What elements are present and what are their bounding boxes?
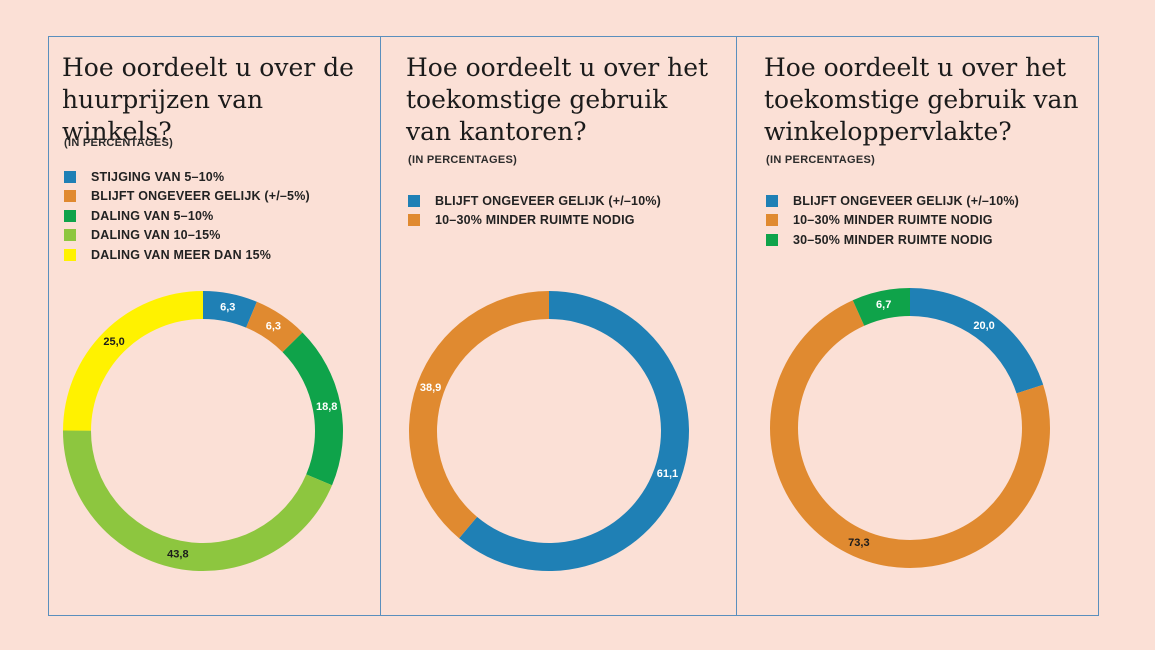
chart-subtitle: (IN PERCENTAGES): [766, 154, 876, 166]
donut-value-label: 6,7: [876, 299, 891, 311]
donut-segment: [63, 291, 203, 431]
legend-label: BLIJFT ONGEVEER GELIJK (+/–5%): [91, 189, 310, 204]
donut-value-label: 20,0: [973, 320, 994, 332]
donut-segment: [409, 291, 549, 539]
chart-title-line: toekomstige gebruik van: [764, 85, 1079, 114]
donut-segment: [910, 288, 1044, 394]
legend-item: BLIJFT ONGEVEER GELIJK (+/–10%): [408, 191, 661, 211]
legend-swatch: [766, 214, 778, 227]
legend-label: STIJGING VAN 5–10%: [91, 169, 225, 184]
legend-item: 30–50% MINDER RUIMTE NODIG: [766, 230, 1019, 250]
donut-value-label: 25,0: [103, 336, 124, 348]
donut-chart: 61,1 38,9: [409, 291, 689, 571]
legend-item: BLIJFT ONGEVEER GELIJK (+/–5%): [64, 187, 310, 207]
donut-value-label: 6,3: [266, 320, 281, 332]
donut-value-label: 18,8: [316, 401, 337, 413]
legend: STIJGING VAN 5–10% BLIJFT ONGEVEER GELIJ…: [64, 167, 310, 265]
legend-swatch: [64, 170, 76, 183]
legend-swatch: [408, 214, 420, 227]
legend-item: STIJGING VAN 5–10%: [64, 167, 310, 187]
donut-segment: [459, 291, 689, 571]
panel-kantoren: Hoe oordeelt u over het toekomstige gebr…: [381, 37, 736, 615]
donut-segment: [63, 430, 333, 571]
chart-subtitle: (IN PERCENTAGES): [64, 137, 174, 149]
panel-divider: [380, 37, 381, 615]
legend-label: DALING VAN 5–10%: [91, 208, 214, 223]
donut-value-label: 73,3: [848, 537, 869, 549]
chart-title-line: huurprijzen van winkels?: [62, 85, 264, 146]
legend-item: 10–30% MINDER RUIMTE NODIG: [408, 211, 661, 231]
legend-item: DALING VAN MEER DAN 15%: [64, 245, 310, 265]
donut-value-label: 43,8: [167, 548, 188, 560]
legend-swatch: [766, 194, 778, 207]
donut-chart: 6,3 6,3 18,8 43,8 25,0: [63, 291, 343, 571]
donut-value-label: 6,3: [220, 301, 235, 313]
donut-value-label: 38,9: [420, 382, 441, 394]
legend-label: 30–50% MINDER RUIMTE NODIG: [793, 232, 993, 247]
chart-title-line: Hoe oordeelt u over het: [764, 53, 1067, 82]
legend-label: 10–30% MINDER RUIMTE NODIG: [793, 213, 993, 228]
donut-value-label: 61,1: [657, 468, 678, 480]
legend-item: BLIJFT ONGEVEER GELIJK (+/–10%): [766, 191, 1019, 211]
chart-title-line: van kantoren?: [406, 117, 587, 146]
legend-item: DALING VAN 5–10%: [64, 206, 310, 226]
panel-divider: [736, 37, 737, 615]
legend: BLIJFT ONGEVEER GELIJK (+/–10%) 10–30% M…: [408, 191, 661, 230]
chart-title: Hoe oordeelt u over het toekomstige gebr…: [764, 52, 1079, 148]
legend: BLIJFT ONGEVEER GELIJK (+/–10%) 10–30% M…: [766, 191, 1019, 250]
legend-item: DALING VAN 10–15%: [64, 226, 310, 246]
panel-winkeloppervlakte: Hoe oordeelt u over het toekomstige gebr…: [737, 37, 1099, 615]
chart-title: Hoe oordeelt u over de huurprijzen van w…: [62, 52, 380, 148]
legend-swatch: [64, 209, 76, 222]
chart-title: Hoe oordeelt u over het toekomstige gebr…: [406, 52, 708, 148]
chart-title-line: toekomstige gebruik: [406, 85, 668, 114]
legend-swatch: [64, 248, 76, 261]
chart-title-line: Hoe oordeelt u over het: [406, 53, 709, 82]
legend-swatch: [408, 194, 420, 207]
legend-swatch: [766, 233, 778, 246]
chart-frame: Hoe oordeelt u over de huurprijzen van w…: [48, 36, 1099, 616]
donut-segment: [246, 301, 303, 353]
legend-swatch: [64, 190, 76, 203]
legend-label: 10–30% MINDER RUIMTE NODIG: [435, 213, 635, 228]
legend-swatch: [64, 229, 76, 242]
chart-subtitle: (IN PERCENTAGES): [408, 154, 518, 166]
donut-segment: [203, 291, 257, 328]
donut-segment: [852, 288, 910, 326]
donut-chart: 20,0 73,3 6,7: [770, 288, 1050, 568]
panel-winkel-huurprijzen: Hoe oordeelt u over de huurprijzen van w…: [49, 37, 380, 615]
legend-label: DALING VAN 10–15%: [91, 228, 221, 243]
chart-title-line: winkeloppervlakte?: [764, 117, 1012, 146]
legend-label: BLIJFT ONGEVEER GELIJK (+/–10%): [435, 193, 662, 208]
legend-label: BLIJFT ONGEVEER GELIJK (+/–10%): [793, 193, 1020, 208]
legend-label: DALING VAN MEER DAN 15%: [91, 247, 272, 262]
donut-segment: [282, 332, 343, 486]
chart-title-line: Hoe oordeelt u over de: [62, 53, 354, 82]
legend-item: 10–30% MINDER RUIMTE NODIG: [766, 211, 1019, 231]
